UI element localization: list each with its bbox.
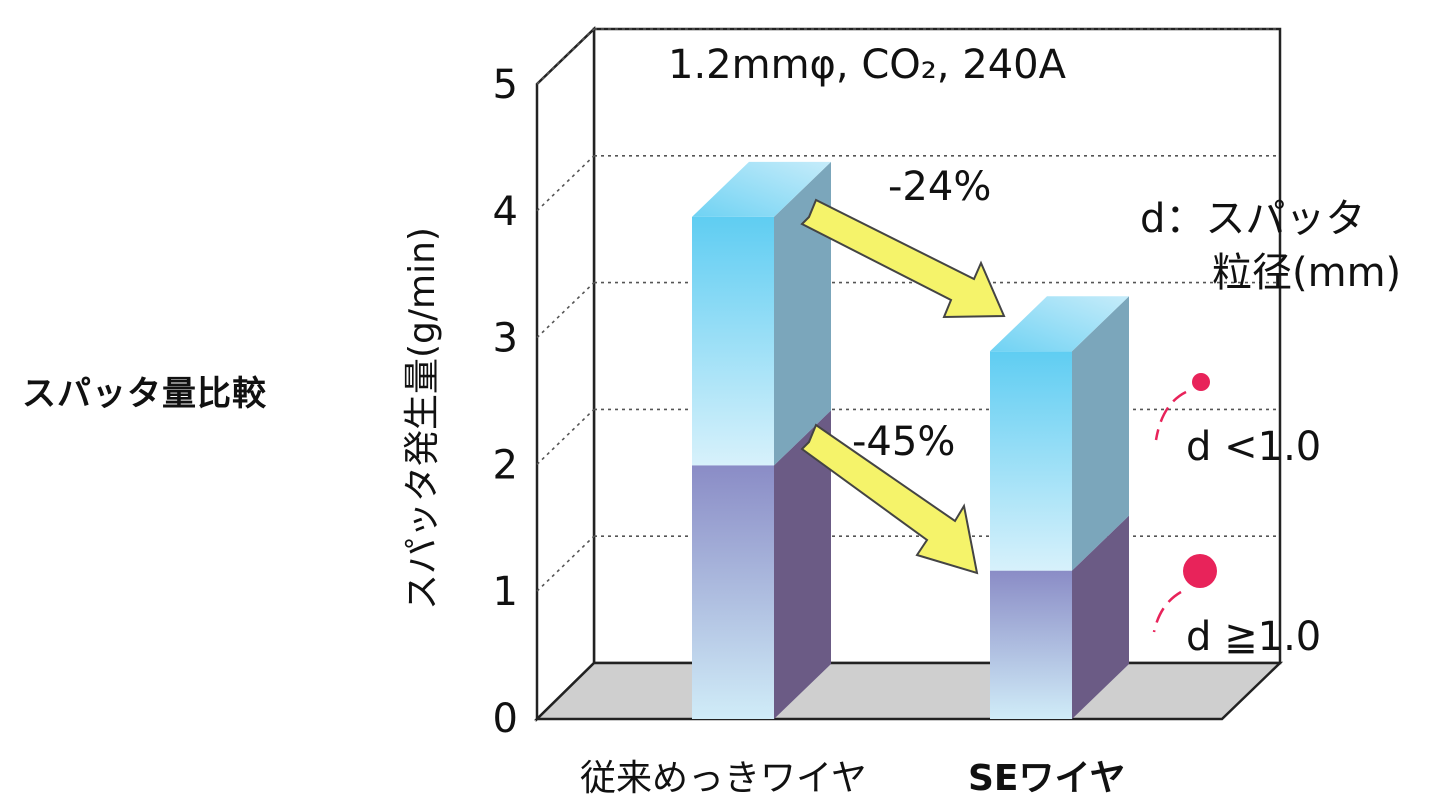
bar-top	[990, 296, 1129, 352]
legend-item-small: d <1.0	[1154, 373, 1321, 470]
small-spatter-dot-icon	[1192, 373, 1210, 391]
reduction-label-total: -24%	[888, 164, 991, 210]
bar-segment	[990, 351, 1072, 571]
bar-segment-side	[774, 161, 831, 466]
spatter-trail-icon	[1152, 590, 1182, 633]
x-tick-label: 従来めっきワイヤ	[580, 758, 867, 799]
y-tick-label: 0	[493, 696, 518, 742]
bar-segment-side	[774, 410, 831, 719]
legend-label-large: d ≧1.0	[1186, 614, 1321, 660]
y-tick-label: 4	[493, 189, 518, 235]
y-tick-label: 1	[493, 569, 518, 615]
y-axis-label: スパッタ発生量(g/min)	[402, 227, 443, 610]
chart-left-wall	[535, 26, 596, 722]
arrow-total-reduction	[800, 198, 1006, 319]
chart-floor	[533, 661, 1284, 721]
reduction-label-large: -45%	[852, 419, 955, 465]
bar-segment-side	[1072, 296, 1129, 571]
x-tick-label: SEワイヤ	[968, 758, 1125, 799]
y-tick-label: 2	[493, 442, 518, 488]
legend-title-line2: 粒径(mm)	[1212, 250, 1401, 296]
y-tick-label: 5	[493, 62, 518, 108]
large-spatter-dot-icon	[1183, 554, 1217, 588]
bar-segment	[990, 570, 1072, 719]
legend-label-small: d <1.0	[1186, 424, 1321, 470]
spatter-trail-icon	[1154, 390, 1187, 441]
y-tick-label: 3	[493, 316, 518, 362]
bar-top	[692, 161, 831, 217]
page-title: スパッタ量比較	[22, 374, 267, 414]
chart-title: 1.2mmφ, CO₂, 240A	[668, 42, 1067, 88]
legend-item-large: d ≧1.0	[1152, 554, 1321, 660]
bar-segment	[692, 465, 774, 719]
bar-segment	[692, 216, 774, 466]
legend-title-line1: d：スパッタ	[1140, 196, 1365, 242]
bar-segment-side	[1072, 515, 1129, 719]
arrow-large-reduction	[800, 423, 979, 575]
